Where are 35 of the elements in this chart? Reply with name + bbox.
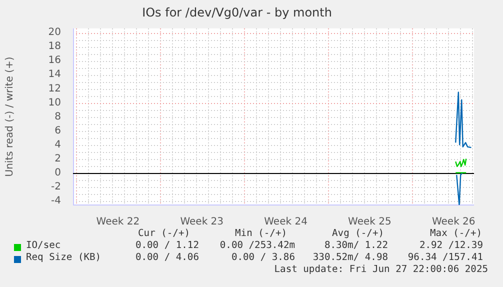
x-tick-label: Week 22 [96,216,140,228]
x-tick-label: Week 26 [432,216,476,228]
y-tick-label: 14 [48,69,61,80]
y-tick-label: 8 [54,111,61,122]
y-tick-label: 0 [54,167,61,178]
x-tick-label: Week 24 [264,216,308,228]
y-tick-label: 6 [54,125,61,136]
text: 8.30m/ 1.22 [324,240,388,252]
y-tick-label: 12 [48,83,61,94]
text: Min (-/+) [235,228,287,240]
legend-label: Req Size (KB) [26,252,102,264]
y-tick-label: 16 [48,55,61,66]
x-tick-label: Week 23 [180,216,224,228]
x-tick-label: Week 25 [348,216,392,228]
text: 96.34 /157.41 [408,252,483,264]
y-tick-label: -4 [51,195,61,206]
y-tick-label: 2 [54,153,61,164]
y-tick-label: 18 [48,41,61,52]
text: Avg (-/+) [332,228,384,240]
y-tick-label: -2 [51,181,61,192]
y-tick-label: 4 [54,139,61,150]
text: 2.92 /12.39 [419,240,483,252]
y-tick-label: 10 [48,97,61,108]
text: 0.00 / 3.86 [231,252,295,264]
y-tick-label: 20 [48,27,61,38]
y-axis-title: Units read (-) / write (+) [4,56,16,177]
chart-title: IOs for /dev/Vg0/var - by month [142,5,332,20]
text: 0.00 / 1.12 [135,240,199,252]
text: Max (-/+) [430,228,482,240]
text: Last update: Fri Jun 27 22:00:06 2025 [274,264,488,276]
text: 0.00 /253.42m [220,240,295,252]
text: 330.52m/ 4.98 [312,252,388,264]
legend-label: IO/sec [26,240,61,252]
text: Cur (-/+) [138,228,190,240]
text: 0.00 / 4.06 [135,252,199,264]
